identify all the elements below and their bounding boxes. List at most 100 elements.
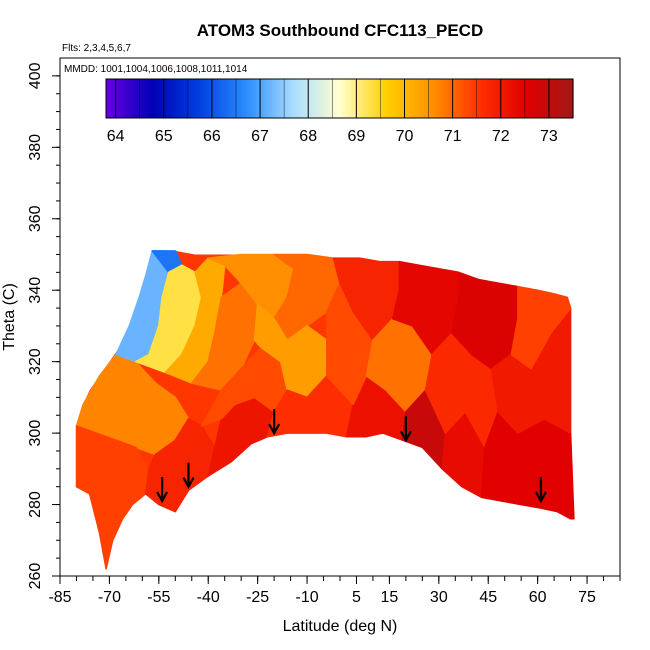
colorbar-swatch bbox=[469, 79, 473, 118]
colorbar-swatch bbox=[336, 79, 341, 118]
colorbar-swatch bbox=[272, 79, 276, 118]
colorbar-swatch bbox=[383, 79, 387, 118]
colorbar-label: 64 bbox=[107, 128, 125, 145]
colorbar-frame bbox=[105, 78, 574, 119]
colorbar: 64 65 66 67 68 69 70 71 72 73 bbox=[105, 78, 574, 145]
colorbar-swatch bbox=[492, 79, 496, 118]
colorbar-swatch bbox=[406, 79, 411, 118]
colorbar-swatch bbox=[432, 79, 437, 118]
colorbar-swatch bbox=[212, 79, 216, 118]
colorbar-swatch bbox=[477, 79, 481, 118]
colorbar-swatch bbox=[204, 79, 208, 118]
colorbar-swatch bbox=[233, 79, 237, 118]
colorbar-swatch bbox=[464, 79, 468, 118]
colorbar-swatch bbox=[412, 79, 416, 118]
colorbar-swatch bbox=[287, 79, 291, 118]
colorbar-label: 71 bbox=[444, 128, 462, 145]
colorbar-swatch bbox=[513, 79, 517, 118]
colorbar-swatch bbox=[471, 79, 476, 118]
colorbar-label: 70 bbox=[396, 128, 414, 145]
colorbar-swatch bbox=[168, 79, 172, 118]
arrow-marker bbox=[268, 409, 281, 436]
colorbar-swatch bbox=[344, 79, 348, 118]
colorbar-swatch bbox=[194, 79, 198, 118]
colorbar-swatch bbox=[147, 79, 151, 118]
colorbar-swatch bbox=[528, 79, 533, 118]
y-axis: 260 280 300 320 340 360 380 400 bbox=[27, 62, 60, 589]
x-tick-label: -85 bbox=[48, 589, 71, 606]
colorbar-label: 66 bbox=[203, 128, 221, 145]
colorbar-swatch bbox=[552, 79, 556, 118]
y-tick-label: 360 bbox=[27, 205, 44, 232]
colorbar-swatch bbox=[440, 79, 444, 118]
colorbar-swatch bbox=[349, 79, 354, 118]
colorbar-swatch bbox=[178, 79, 182, 118]
colorbar-swatch bbox=[297, 79, 302, 118]
colorbar-swatch bbox=[502, 79, 507, 118]
colorbar-swatch bbox=[391, 79, 395, 118]
x-axis-title: Latitude (deg N) bbox=[283, 618, 398, 635]
colorbar-swatch bbox=[515, 79, 520, 118]
colorbar-swatch bbox=[518, 79, 522, 118]
colorbar-label: 69 bbox=[347, 128, 365, 145]
colorbar-swatch bbox=[266, 79, 271, 118]
colorbar-swatch bbox=[303, 79, 307, 118]
dates-note: MMDD: 1001,1004,1006,1008,1011,1014 bbox=[64, 64, 248, 75]
y-tick-label: 340 bbox=[27, 277, 44, 304]
colorbar-swatch bbox=[305, 79, 309, 118]
colorbar-swatch bbox=[238, 79, 242, 118]
colorbar-swatch bbox=[531, 79, 535, 118]
colorbar-swatch bbox=[295, 79, 299, 118]
field-region bbox=[510, 285, 572, 370]
colorbar-swatch bbox=[326, 79, 330, 118]
colorbar-swatch bbox=[220, 79, 224, 118]
colorbar-swatch bbox=[251, 79, 255, 118]
colorbar-swatch bbox=[201, 79, 206, 118]
colorbar-swatch bbox=[560, 79, 564, 118]
colorbar-swatch bbox=[430, 79, 434, 118]
colorbar-swatch bbox=[474, 79, 478, 118]
colorbar-swatch bbox=[176, 79, 180, 118]
field-layer bbox=[75, 250, 575, 570]
colorbar-swatch bbox=[253, 79, 258, 118]
colorbar-swatch bbox=[386, 79, 390, 118]
colorbar-swatch bbox=[500, 79, 504, 118]
colorbar-swatch bbox=[300, 79, 304, 118]
colorbar-swatch bbox=[144, 79, 149, 118]
colorbar-swatch bbox=[393, 79, 398, 118]
colorbar-swatch bbox=[139, 79, 143, 118]
x-tick-label: -70 bbox=[98, 589, 121, 606]
colorbar-swatch bbox=[214, 79, 219, 118]
colorbar-swatch bbox=[362, 79, 367, 118]
colorbar-swatch bbox=[106, 79, 110, 118]
x-tick-label: 5 bbox=[352, 589, 361, 606]
colorbar-swatch bbox=[523, 79, 527, 118]
colorbar-swatch bbox=[534, 79, 538, 118]
colorbar-swatch bbox=[549, 79, 553, 118]
colorbar-swatch bbox=[510, 79, 514, 118]
y-tick-label: 320 bbox=[27, 348, 44, 375]
x-axis: -85 -70 -55 -40 -25 -10 5 15 30 45 60 75 bbox=[48, 576, 621, 606]
x-tick-label: -25 bbox=[246, 589, 269, 606]
colorbar-swatch bbox=[170, 79, 175, 118]
colorbar-swatch bbox=[388, 79, 392, 118]
colorbar-swatch bbox=[131, 79, 136, 118]
colorbar-swatch bbox=[248, 79, 252, 118]
colorbar-swatch bbox=[152, 79, 156, 118]
colorbar-swatch bbox=[243, 79, 247, 118]
colorbar-swatch bbox=[541, 79, 546, 118]
colorbar-swatch bbox=[417, 79, 421, 118]
colorbar-swatch bbox=[310, 79, 315, 118]
colorbar-swatch bbox=[259, 79, 263, 118]
colorbar-swatch bbox=[196, 79, 200, 118]
x-tick-label: -55 bbox=[147, 589, 170, 606]
colorbar-swatch bbox=[269, 79, 273, 118]
colorbar-swatch bbox=[207, 79, 211, 118]
colorbar-swatch bbox=[142, 79, 146, 118]
colorbar-swatch bbox=[435, 79, 439, 118]
colorbar-swatch bbox=[165, 79, 169, 118]
colorbar-swatch bbox=[279, 79, 284, 118]
colorbar-swatch bbox=[381, 79, 385, 118]
y-tick-label: 380 bbox=[27, 134, 44, 161]
colorbar-swatch bbox=[316, 79, 320, 118]
